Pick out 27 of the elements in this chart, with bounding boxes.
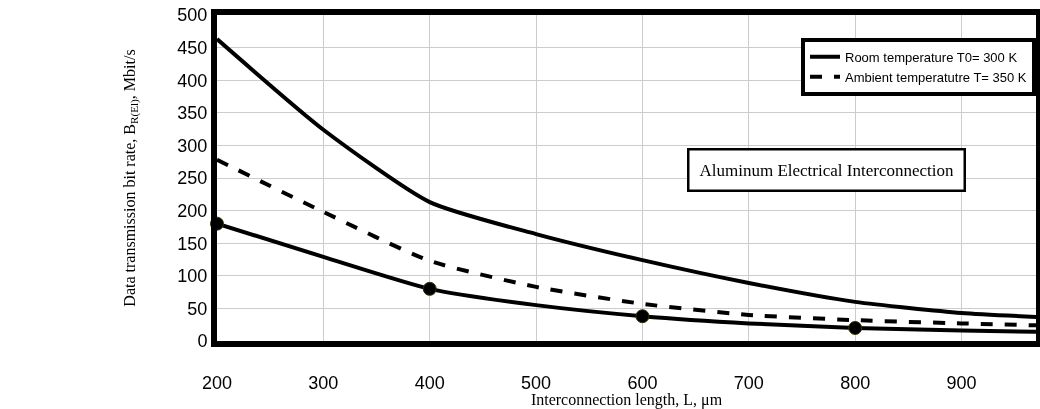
- y-tick-label: 500: [177, 5, 208, 26]
- y-tick-label: 300: [177, 135, 208, 156]
- y-tick-label: 250: [177, 168, 208, 189]
- x-tick-label: 800: [840, 372, 871, 393]
- x-tick-label: 400: [414, 372, 445, 393]
- y-tick-label: 200: [177, 200, 208, 221]
- x-tick-label: 600: [627, 372, 658, 393]
- y-tick-label: 150: [177, 233, 208, 254]
- y-tick-label: 350: [177, 103, 208, 124]
- x-axis-title: Interconnection length, L, μm: [530, 391, 723, 409]
- x-tick-label: 200: [201, 372, 233, 393]
- x-tick-label: 500: [521, 372, 552, 393]
- legend-label: Ambient temperatutre T= 350 K: [845, 69, 1027, 85]
- x-tick-label: 300: [308, 372, 339, 393]
- y-tick-label: 0: [197, 331, 208, 352]
- legend-label: Room temperature T0= 300 K: [845, 49, 1018, 65]
- y-tick-label: 450: [177, 37, 208, 58]
- y-tick-label: 400: [177, 70, 208, 91]
- point: [422, 281, 437, 296]
- x-tick-label: 700: [733, 372, 764, 393]
- point: [848, 320, 863, 335]
- y-tick-label: 100: [177, 266, 208, 287]
- x-tick-label: 900: [946, 372, 977, 393]
- y-tick-label: 50: [187, 298, 208, 319]
- point: [635, 309, 650, 324]
- line-series: [217, 37, 1036, 319]
- annotation: Aluminum Electrical Interconnection: [699, 160, 954, 180]
